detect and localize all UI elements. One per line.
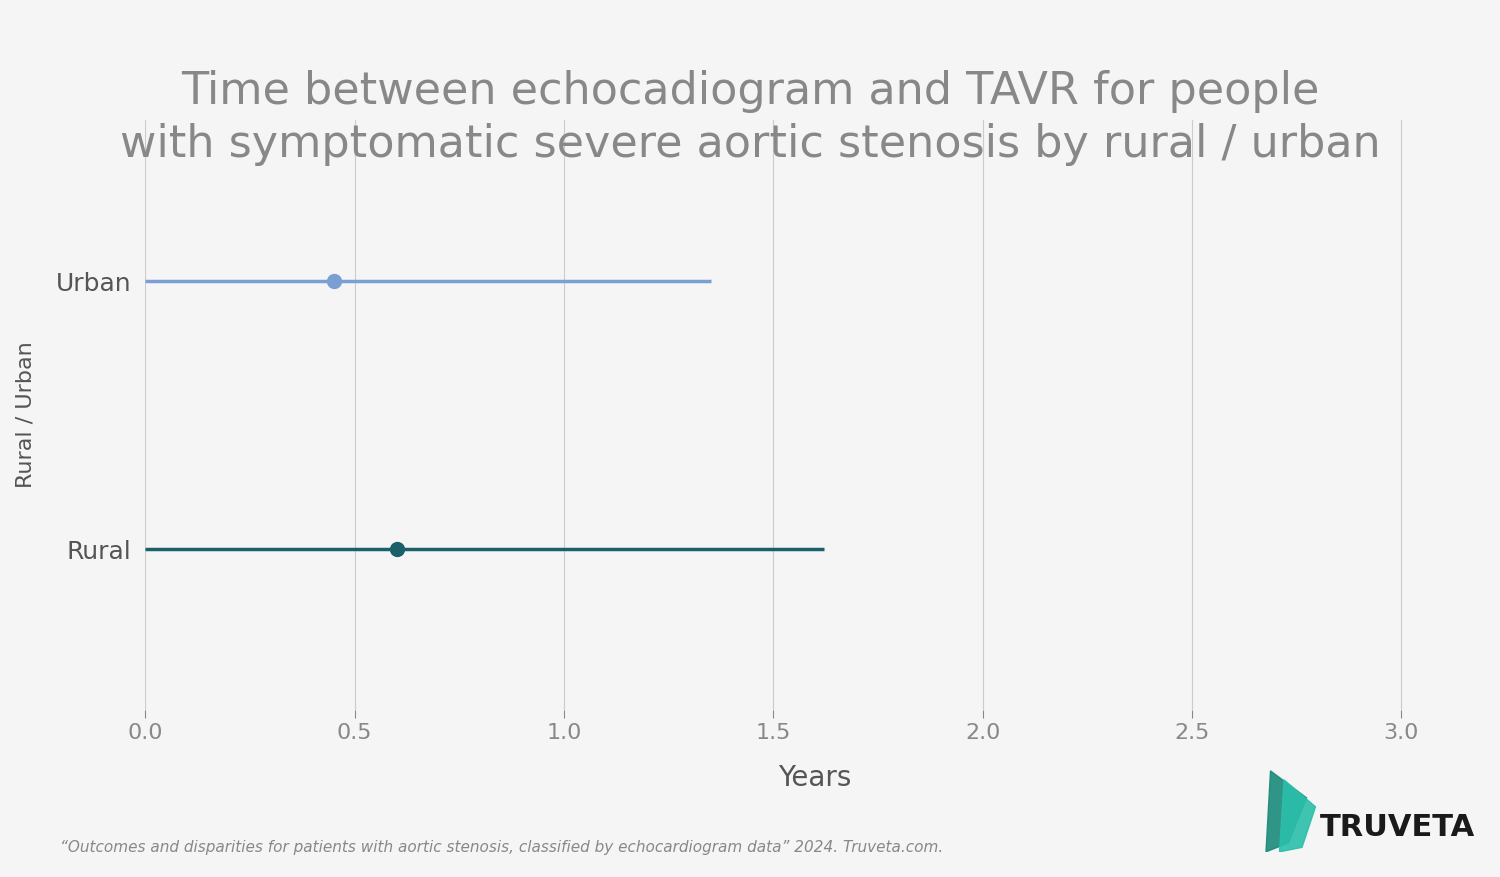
Text: TRUVETA: TRUVETA [1320,813,1474,842]
Text: Time between echocadiogram and TAVR for people
with symptomatic severe aortic st: Time between echocadiogram and TAVR for … [120,70,1380,167]
Polygon shape [1266,771,1306,852]
Y-axis label: Rural / Urban: Rural / Urban [15,342,34,488]
Polygon shape [1280,780,1316,852]
X-axis label: Years: Years [778,764,852,792]
Text: “Outcomes and disparities for patients with aortic stenosis, classified by echoc: “Outcomes and disparities for patients w… [60,840,944,855]
